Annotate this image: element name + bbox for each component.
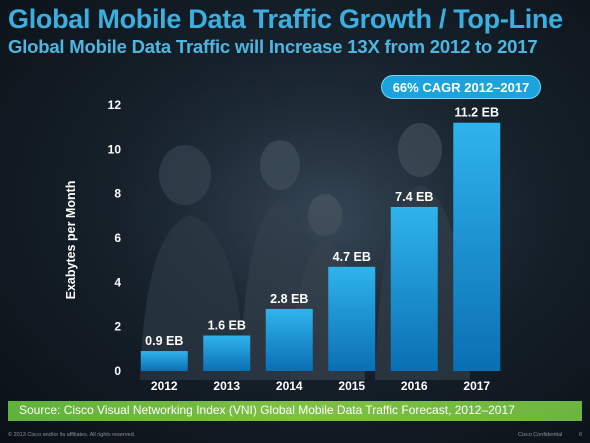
- data-label-2014: 2.8 EB: [270, 292, 308, 306]
- source-bar: [8, 401, 582, 421]
- bar-2017: [453, 122, 501, 371]
- y-tick-label: 4: [114, 275, 121, 289]
- data-label-2013: 1.6 EB: [208, 319, 246, 333]
- footer-confidential: Cisco Confidential: [518, 432, 563, 438]
- bar-2016: [390, 206, 438, 371]
- data-label-2012: 0.9 EB: [145, 334, 183, 348]
- cagr-badge: 66% CAGR 2012–2017: [381, 75, 541, 99]
- x-tick-label-2016: 2016: [401, 379, 428, 393]
- data-label-2017: 11.2 EB: [455, 106, 499, 120]
- y-tick-label: 10: [108, 142, 122, 156]
- source-text: Source: Cisco Visual Networking Index (V…: [19, 403, 515, 417]
- y-tick-label: 12: [108, 98, 122, 112]
- y-tick-label: 8: [114, 187, 121, 201]
- x-axis-ticks: 2012 2013 2014 2015 2016 2017: [151, 379, 491, 393]
- x-tick-label-2012: 2012: [151, 379, 178, 393]
- x-tick-label-2017: 2017: [463, 379, 490, 393]
- y-tick-label: 6: [114, 231, 121, 245]
- slide-subtitle: Global Mobile Data Traffic will Increase…: [8, 36, 538, 57]
- data-labels: 0.9 EB 1.6 EB 2.8 EB 4.7 EB 7.4 EB 11.2 EB: [145, 106, 499, 348]
- bar-2013: [203, 335, 251, 371]
- bar-2012: [140, 351, 188, 371]
- bars: [140, 122, 501, 371]
- y-tick-label: 2: [114, 320, 121, 334]
- y-tick-label: 0: [114, 364, 121, 378]
- data-label-2016: 7.4 EB: [395, 190, 433, 204]
- bar-2015: [328, 266, 376, 371]
- bar-2014: [265, 308, 313, 371]
- x-tick-label-2014: 2014: [276, 379, 303, 393]
- x-tick-label-2013: 2013: [213, 379, 240, 393]
- footer-copyright: © 2013 Cisco and/or its affiliates. All …: [8, 432, 136, 438]
- y-axis-ticks: 0 2 4 6 8 10 12: [108, 98, 122, 378]
- slide-title: Global Mobile Data Traffic Growth / Top-…: [8, 4, 563, 34]
- data-label-2015: 4.7 EB: [333, 250, 371, 264]
- page-number: 6: [579, 432, 583, 438]
- x-tick-label-2015: 2015: [338, 379, 365, 393]
